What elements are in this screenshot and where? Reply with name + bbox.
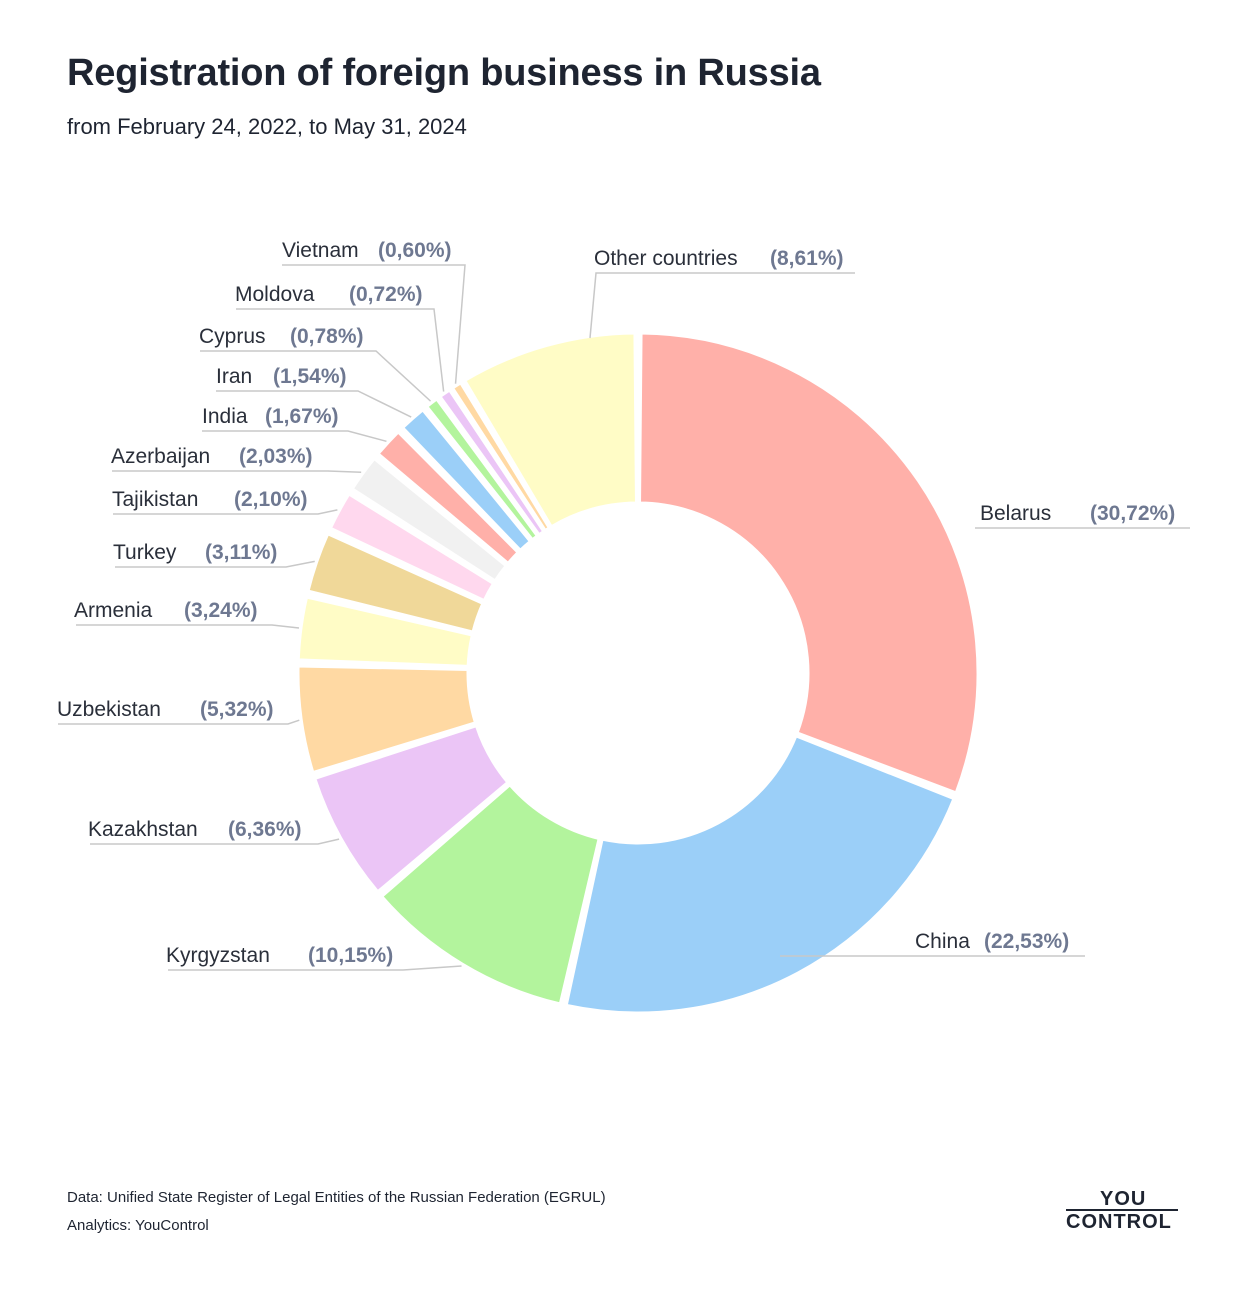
chart-title: Registration of foreign business in Russ… bbox=[67, 52, 821, 94]
slice-cyprus bbox=[425, 397, 539, 542]
slice-tajikistan bbox=[328, 492, 495, 603]
slice-armenia bbox=[296, 595, 474, 668]
label-value-vietnam: (0,60%) bbox=[378, 239, 452, 262]
slice-vietnam bbox=[451, 381, 551, 533]
logo-top-text: YOU bbox=[1100, 1188, 1147, 1210]
slice-india bbox=[376, 430, 520, 565]
label-name-belarus: Belarus bbox=[980, 502, 1051, 525]
leader-line-kyrgyzstan bbox=[168, 965, 462, 971]
label-value-other-countries: (8,61%) bbox=[770, 247, 844, 270]
logo-bottom-text: CONTROL bbox=[1066, 1211, 1172, 1233]
slice-uzbekistan bbox=[296, 664, 477, 775]
label-name-china: China bbox=[915, 930, 970, 953]
label-name-uzbekistan: Uzbekistan bbox=[57, 698, 161, 721]
label-value-iran: (1,54%) bbox=[273, 365, 347, 388]
leader-line-iran bbox=[216, 390, 412, 418]
leader-line-vietnam bbox=[282, 264, 466, 384]
label-name-kyrgyzstan: Kyrgyzstan bbox=[166, 944, 270, 967]
label-value-china: (22,53%) bbox=[984, 930, 1069, 953]
label-name-other-countries: Other countries bbox=[594, 247, 738, 270]
leader-line-kazakhstan bbox=[90, 838, 340, 845]
label-name-tajikistan: Tajikistan bbox=[112, 488, 198, 511]
label-value-cyprus: (0,78%) bbox=[290, 325, 364, 348]
label-value-kyrgyzstan: (10,15%) bbox=[308, 944, 393, 967]
label-value-turkey: (3,11%) bbox=[205, 541, 277, 564]
label-name-kazakhstan: Kazakhstan bbox=[88, 818, 198, 841]
youcontrol-logo: YOU CONTROL bbox=[1066, 1188, 1178, 1234]
label-name-moldova: Moldova bbox=[235, 283, 315, 306]
label-value-belarus: (30,72%) bbox=[1090, 502, 1175, 525]
leader-line-uzbekistan bbox=[58, 719, 300, 725]
label-value-azerbaijan: (2,03%) bbox=[239, 445, 313, 468]
slice-iran bbox=[401, 408, 532, 552]
leader-line-armenia bbox=[76, 624, 300, 629]
label-name-cyprus: Cyprus bbox=[199, 325, 266, 348]
analytics-note: Analytics: YouControl bbox=[67, 1217, 209, 1234]
label-name-turkey: Turkey bbox=[113, 541, 177, 564]
slice-kazakhstan bbox=[313, 724, 510, 894]
leader-line-turkey bbox=[115, 560, 315, 568]
leader-line-other-countries bbox=[589, 272, 855, 339]
slice-china bbox=[564, 734, 956, 1015]
donut-slices bbox=[296, 331, 980, 1015]
label-name-india: India bbox=[202, 405, 248, 428]
label-value-armenia: (3,24%) bbox=[184, 599, 258, 622]
data-source-note: Data: Unified State Register of Legal En… bbox=[67, 1189, 606, 1206]
chart-subtitle: from February 24, 2022, to May 31, 2024 bbox=[67, 114, 467, 139]
label-name-azerbaijan: Azerbaijan bbox=[111, 445, 210, 468]
slice-labels: Belarus (30,72%) China (22,53%) Kyrgyzstan (1… bbox=[57, 239, 1190, 971]
label-value-india: (1,67%) bbox=[265, 405, 339, 428]
label-name-iran: Iran bbox=[216, 365, 252, 388]
slice-azerbaijan bbox=[350, 457, 508, 583]
slice-kyrgyzstan bbox=[380, 783, 601, 1006]
label-name-armenia: Armenia bbox=[74, 599, 153, 622]
leader-line-cyprus bbox=[200, 350, 432, 402]
label-value-kazakhstan: (6,36%) bbox=[228, 818, 302, 841]
leader-line-india bbox=[202, 430, 387, 443]
slice-other-countries bbox=[463, 331, 638, 529]
leader-line-tajikistan bbox=[113, 509, 338, 515]
label-name-vietnam: Vietnam bbox=[282, 239, 359, 262]
leader-line-azerbaijan bbox=[112, 470, 362, 473]
slice-belarus bbox=[638, 331, 980, 795]
logo-divider bbox=[1066, 1209, 1178, 1211]
label-value-uzbekistan: (5,32%) bbox=[200, 698, 274, 721]
slice-moldova bbox=[438, 388, 546, 537]
leader-line-moldova bbox=[236, 308, 445, 392]
slice-turkey bbox=[306, 532, 485, 634]
label-value-tajikistan: (2,10%) bbox=[234, 488, 308, 511]
label-value-moldova: (0,72%) bbox=[349, 283, 423, 306]
